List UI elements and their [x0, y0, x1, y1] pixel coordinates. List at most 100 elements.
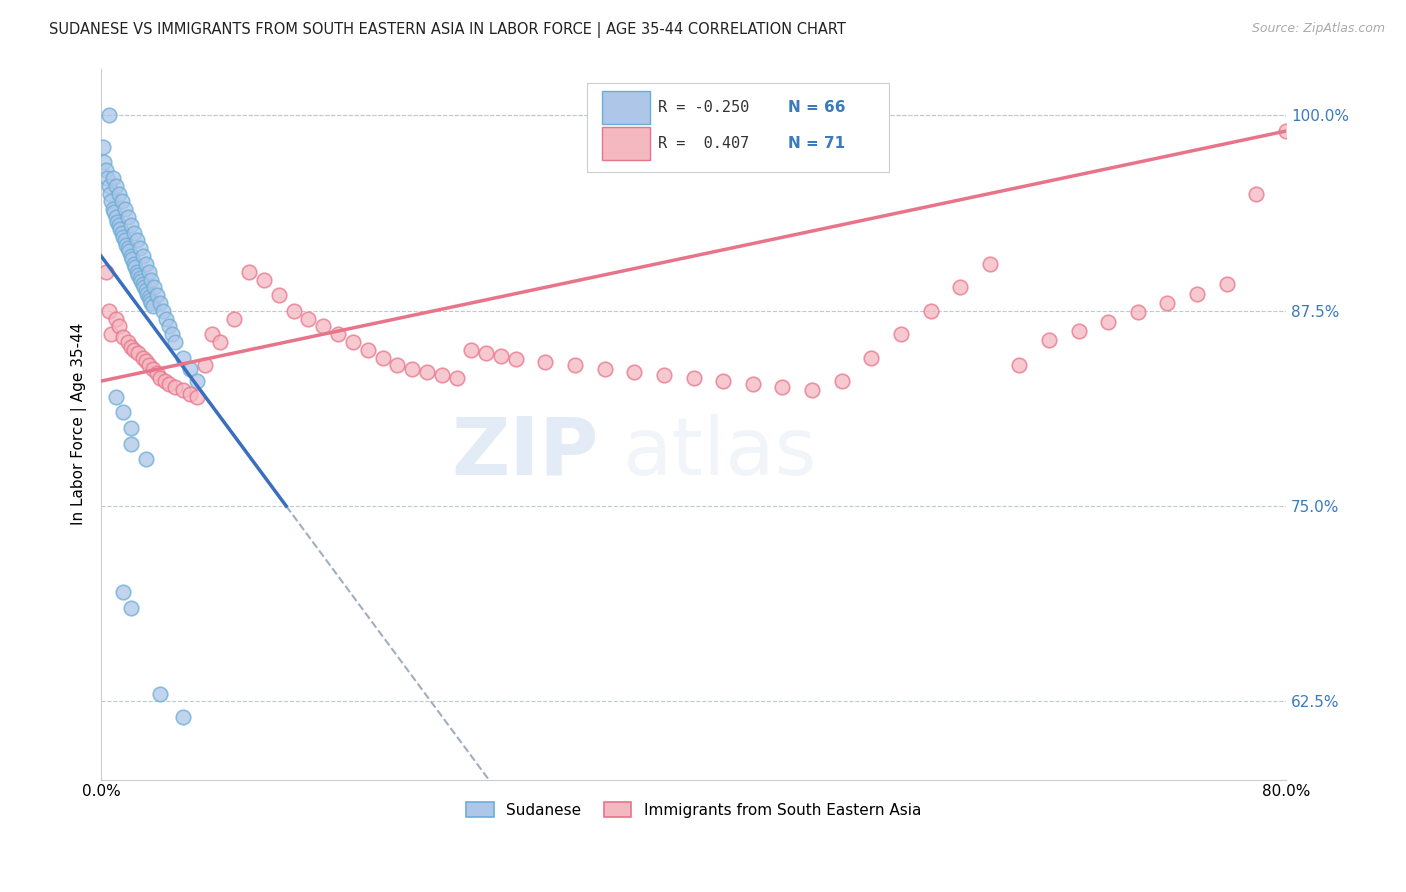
Point: [186, 374, 208, 388]
Point: [652, 368, 675, 382]
Point: [94, 265, 117, 279]
Point: [111, 226, 134, 240]
Point: [138, 359, 160, 373]
Point: [131, 351, 153, 365]
Point: [108, 319, 131, 334]
Point: [96, 170, 118, 185]
Point: [371, 351, 394, 365]
Point: [135, 353, 157, 368]
Point: [1275, 124, 1298, 138]
Text: SUDANESE VS IMMIGRANTS FROM SOUTH EASTERN ASIA IN LABOR FORCE | AGE 35-44 CORREL: SUDANESE VS IMMIGRANTS FROM SOUTH EASTER…: [49, 22, 846, 38]
Text: ZIP: ZIP: [451, 414, 599, 491]
Point: [1246, 186, 1268, 201]
Point: [97, 178, 120, 193]
Point: [149, 371, 172, 385]
Point: [104, 311, 127, 326]
Point: [124, 260, 146, 274]
Point: [267, 288, 290, 302]
Point: [401, 361, 423, 376]
Point: [129, 274, 152, 288]
Point: [1126, 305, 1149, 319]
Point: [142, 299, 165, 313]
Point: [160, 327, 183, 342]
Point: [114, 234, 136, 248]
Point: [127, 346, 149, 360]
Point: [120, 340, 142, 354]
Text: atlas: atlas: [623, 414, 817, 491]
Point: [201, 327, 224, 342]
Point: [1038, 334, 1060, 348]
Point: [155, 311, 177, 326]
FancyBboxPatch shape: [602, 91, 650, 124]
Point: [593, 361, 616, 376]
Point: [97, 108, 120, 122]
Point: [100, 194, 122, 209]
Point: [120, 436, 142, 450]
Point: [104, 390, 127, 404]
Point: [112, 405, 135, 419]
Point: [115, 238, 138, 252]
Point: [117, 210, 139, 224]
Point: [146, 288, 169, 302]
Point: [157, 319, 180, 334]
Point: [104, 210, 127, 224]
Point: [172, 710, 194, 724]
Point: [131, 249, 153, 263]
Point: [122, 257, 145, 271]
Point: [120, 218, 142, 232]
Point: [121, 252, 143, 267]
Point: [1185, 286, 1208, 301]
Point: [149, 296, 172, 310]
Point: [312, 319, 335, 334]
Point: [117, 334, 139, 349]
Point: [141, 296, 163, 310]
Point: [101, 170, 124, 185]
Point: [534, 355, 557, 369]
FancyBboxPatch shape: [602, 127, 650, 160]
Point: [711, 374, 734, 388]
Point: [1067, 324, 1090, 338]
Point: [224, 311, 246, 326]
Point: [165, 380, 187, 394]
Point: [120, 421, 142, 435]
Point: [108, 186, 131, 201]
Point: [153, 374, 176, 388]
Point: [112, 330, 135, 344]
Text: R = -0.250: R = -0.250: [658, 100, 749, 115]
Point: [131, 277, 153, 292]
Point: [475, 346, 498, 360]
Point: [117, 241, 139, 255]
Point: [125, 265, 148, 279]
Point: [135, 452, 157, 467]
Point: [128, 271, 150, 285]
Point: [949, 280, 972, 294]
Point: [1215, 277, 1237, 292]
Point: [564, 359, 586, 373]
Point: [238, 265, 260, 279]
Point: [179, 386, 201, 401]
Point: [505, 352, 527, 367]
Point: [91, 139, 114, 153]
Point: [138, 290, 160, 304]
Point: [127, 268, 149, 282]
Point: [135, 257, 157, 271]
Point: [253, 272, 276, 286]
Point: [146, 366, 169, 380]
Point: [194, 359, 217, 373]
Point: [387, 359, 409, 373]
Point: [801, 384, 824, 398]
Point: [297, 311, 319, 326]
Point: [208, 334, 231, 349]
Point: [103, 205, 125, 219]
Point: [682, 371, 704, 385]
Point: [920, 303, 942, 318]
Point: [149, 687, 172, 701]
Point: [138, 265, 160, 279]
Point: [152, 303, 174, 318]
Point: [139, 293, 162, 307]
Point: [100, 327, 122, 342]
Point: [430, 368, 453, 382]
Point: [112, 585, 135, 599]
Point: [770, 380, 793, 394]
Point: [107, 215, 129, 229]
